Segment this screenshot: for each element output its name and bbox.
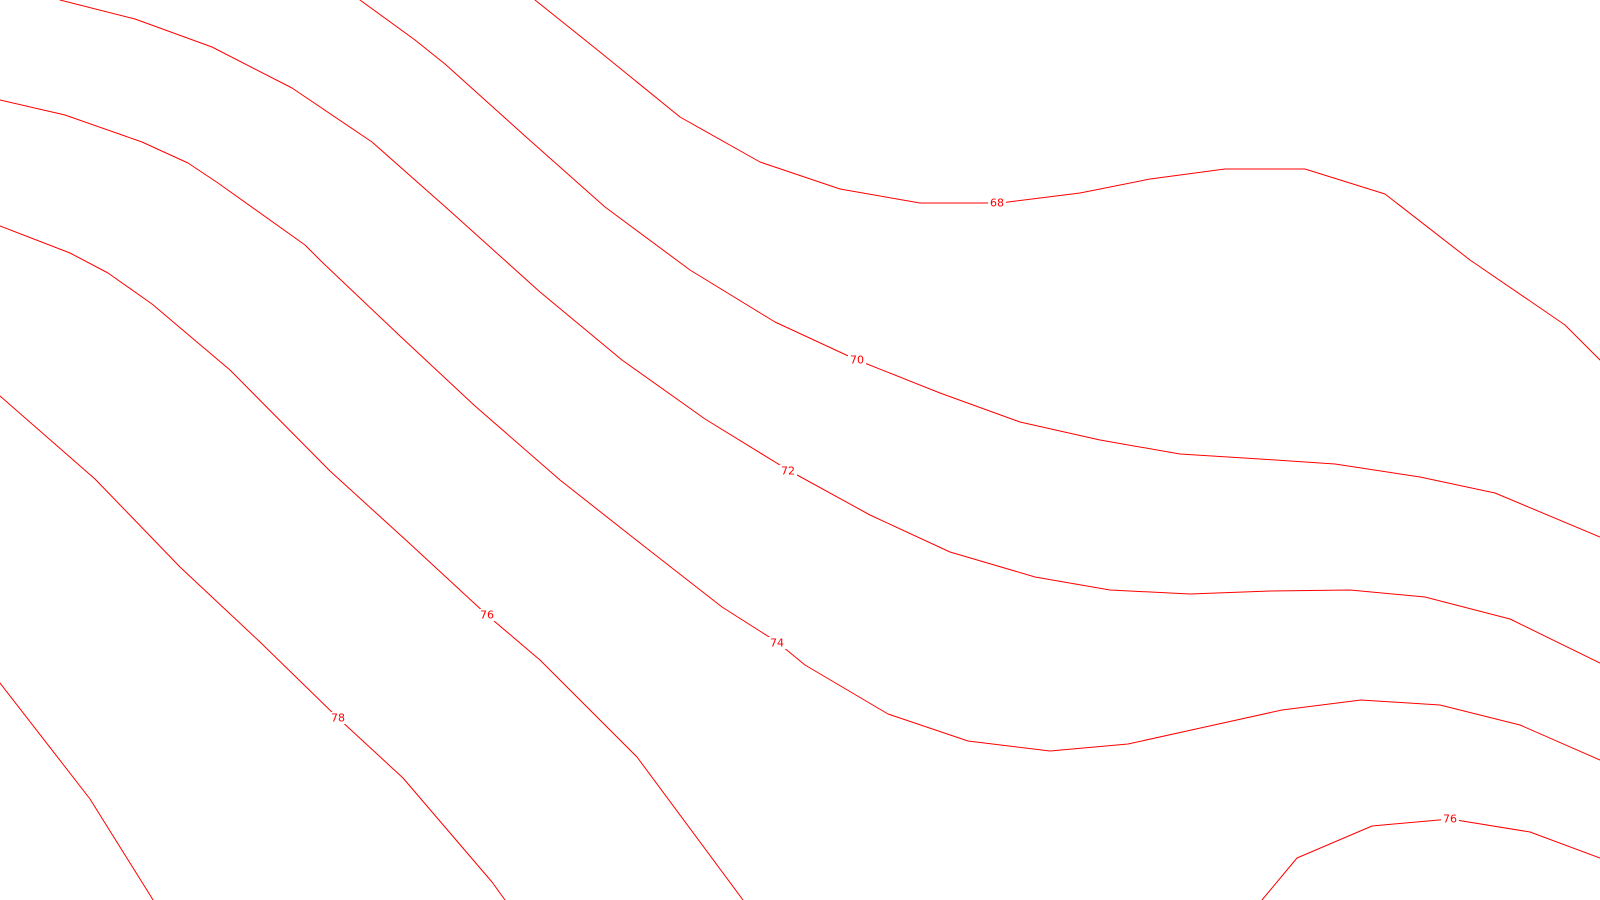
contour-line-78 [0, 395, 506, 900]
contour-label-72: 72 [779, 465, 797, 478]
contour-line-68 [534, 0, 1600, 361]
contour-label-background [1441, 813, 1459, 825]
contour-label-text: 68 [990, 197, 1004, 210]
contour-label-background [848, 354, 866, 366]
contour-line-72 [59, 0, 1600, 664]
contour-line-70 [359, 0, 1600, 538]
contour-label-text: 74 [770, 637, 784, 650]
contour-label-text: 76 [480, 609, 494, 622]
contour-label-background [329, 712, 347, 724]
contour-label-text: 78 [331, 712, 345, 725]
contour-label-background [779, 465, 797, 477]
contour-line-80 [0, 682, 154, 900]
contour-label-78: 78 [329, 712, 347, 725]
contour-label-background [768, 637, 786, 649]
contour-label-text: 70 [850, 354, 864, 367]
contour-label-76: 76 [1441, 813, 1459, 826]
contour-line-74 [0, 99, 1600, 761]
contour-label-text: 72 [781, 465, 795, 478]
contour-label-70: 70 [848, 354, 866, 367]
contour-label-text: 76 [1443, 813, 1457, 826]
contour-line-76 [0, 225, 744, 900]
contour-label-74: 74 [768, 637, 786, 650]
contour-label-background [988, 197, 1006, 209]
contour-label-68: 68 [988, 197, 1006, 210]
contour-label-76: 76 [478, 609, 496, 622]
contour-line-76-east [1261, 818, 1600, 900]
contour-labels: 68 70 72 74 76 78 76 [329, 197, 1459, 826]
contour-label-background [478, 609, 496, 621]
